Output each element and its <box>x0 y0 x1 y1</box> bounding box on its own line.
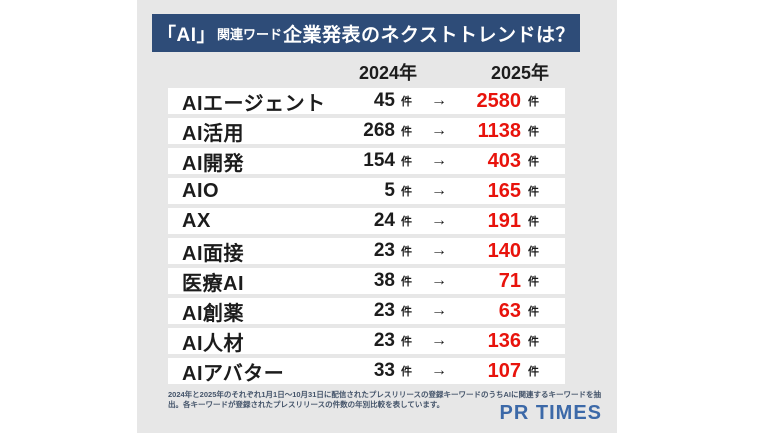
unit-label: 件 <box>528 156 539 168</box>
value-2024: 45 <box>373 90 395 111</box>
value-2025: 1138 <box>477 119 521 142</box>
unit-label: 件 <box>401 306 412 318</box>
row-label: AX <box>182 209 211 232</box>
footnote: 2024年と2025年のそれぞれ1月1日～10月31日に配信されたプレスリリース… <box>168 390 602 409</box>
value-2025: 107 <box>487 359 521 382</box>
unit-label: 件 <box>528 186 539 198</box>
value-2024: 5 <box>384 180 395 201</box>
pr-times-logo: PR TIMES <box>499 402 602 424</box>
table-row: AI面接 23 件 → 140 件 <box>168 238 565 265</box>
unit-label: 件 <box>401 216 412 228</box>
value-2025: 140 <box>487 239 521 262</box>
row-label: AI人材 <box>182 332 244 355</box>
value-2024: 268 <box>363 120 395 141</box>
value-2025: 136 <box>487 329 521 352</box>
row-label: AI活用 <box>182 122 244 145</box>
table-row: AI開発 154 件 → 403 件 <box>168 148 565 175</box>
arrow-right-icon: → <box>431 92 447 109</box>
arrow-right-icon: → <box>431 272 447 289</box>
unit-label: 件 <box>528 306 539 318</box>
table-row: AI人材 23 件 → 136 件 <box>168 328 565 355</box>
value-2025: 403 <box>487 149 521 172</box>
value-2024: 23 <box>373 330 395 351</box>
arrow-right-icon: → <box>431 122 447 139</box>
unit-label: 件 <box>528 366 539 378</box>
table-row: AIエージェント 45 件 → 2580 件 <box>168 88 565 115</box>
value-2025: 63 <box>498 299 521 322</box>
arrow-right-icon: → <box>431 242 447 259</box>
row-label: 医療AI <box>182 272 244 295</box>
unit-label: 件 <box>401 186 412 198</box>
row-label: AI創薬 <box>182 302 244 325</box>
unit-label: 件 <box>401 126 412 138</box>
table-row: AIアバター 33 件 → 107 件 <box>168 358 565 385</box>
title-bracket: 「AI」 <box>157 24 217 46</box>
arrow-right-icon: → <box>431 332 447 349</box>
unit-label: 件 <box>528 216 539 228</box>
unit-label: 件 <box>401 246 412 258</box>
title-main: 企業発表のネクストトレンドは？ <box>283 24 575 46</box>
row-label: AI面接 <box>182 242 244 265</box>
table-row: AIO 5 件 → 165 件 <box>168 178 565 204</box>
arrow-right-icon: → <box>431 362 447 379</box>
arrow-right-icon: → <box>431 302 447 319</box>
unit-label: 件 <box>401 336 412 348</box>
value-2025: 71 <box>498 269 521 292</box>
value-2025: 2580 <box>476 89 522 112</box>
row-label: AI開発 <box>182 152 244 175</box>
unit-label: 件 <box>528 96 539 108</box>
unit-label: 件 <box>401 156 412 168</box>
value-2024: 154 <box>363 150 395 171</box>
value-2024: 38 <box>373 270 395 291</box>
column-header-2025: 2025年 <box>490 63 550 83</box>
value-2025: 191 <box>487 209 521 232</box>
value-2024: 23 <box>373 300 395 321</box>
table-row: AI活用 268 件 → 1138 件 <box>168 118 565 145</box>
value-2024: 24 <box>373 210 395 231</box>
arrow-right-icon: → <box>431 152 447 169</box>
column-headers: 2024年 2025年 <box>168 60 565 86</box>
row-label: AIO <box>182 179 220 202</box>
unit-label: 件 <box>401 276 412 288</box>
title-banner: 「AI」 関連ワード 企業発表のネクストトレンドは？ <box>152 14 580 52</box>
unit-label: 件 <box>401 366 412 378</box>
table-row: 医療AI 38 件 → 71 件 <box>168 268 565 295</box>
value-2025: 165 <box>487 179 521 202</box>
unit-label: 件 <box>401 96 412 108</box>
value-2024: 23 <box>373 240 395 261</box>
comparison-table: AIエージェント 45 件 → 2580 件 AI活用 268 件 → 1138… <box>168 88 565 388</box>
table-row: AX 24 件 → 191 件 <box>168 208 565 234</box>
table-row: AI創薬 23 件 → 63 件 <box>168 298 565 325</box>
row-label: AIエージェント <box>182 92 326 115</box>
unit-label: 件 <box>528 276 539 288</box>
row-label: AIアバター <box>182 362 285 385</box>
column-header-2024: 2024年 <box>358 63 418 83</box>
title-qualifier: 関連ワード <box>217 26 283 42</box>
value-2024: 33 <box>373 360 395 381</box>
arrow-right-icon: → <box>431 212 447 229</box>
arrow-right-icon: → <box>431 182 447 199</box>
unit-label: 件 <box>528 336 539 348</box>
unit-label: 件 <box>528 126 539 138</box>
unit-label: 件 <box>528 246 539 258</box>
